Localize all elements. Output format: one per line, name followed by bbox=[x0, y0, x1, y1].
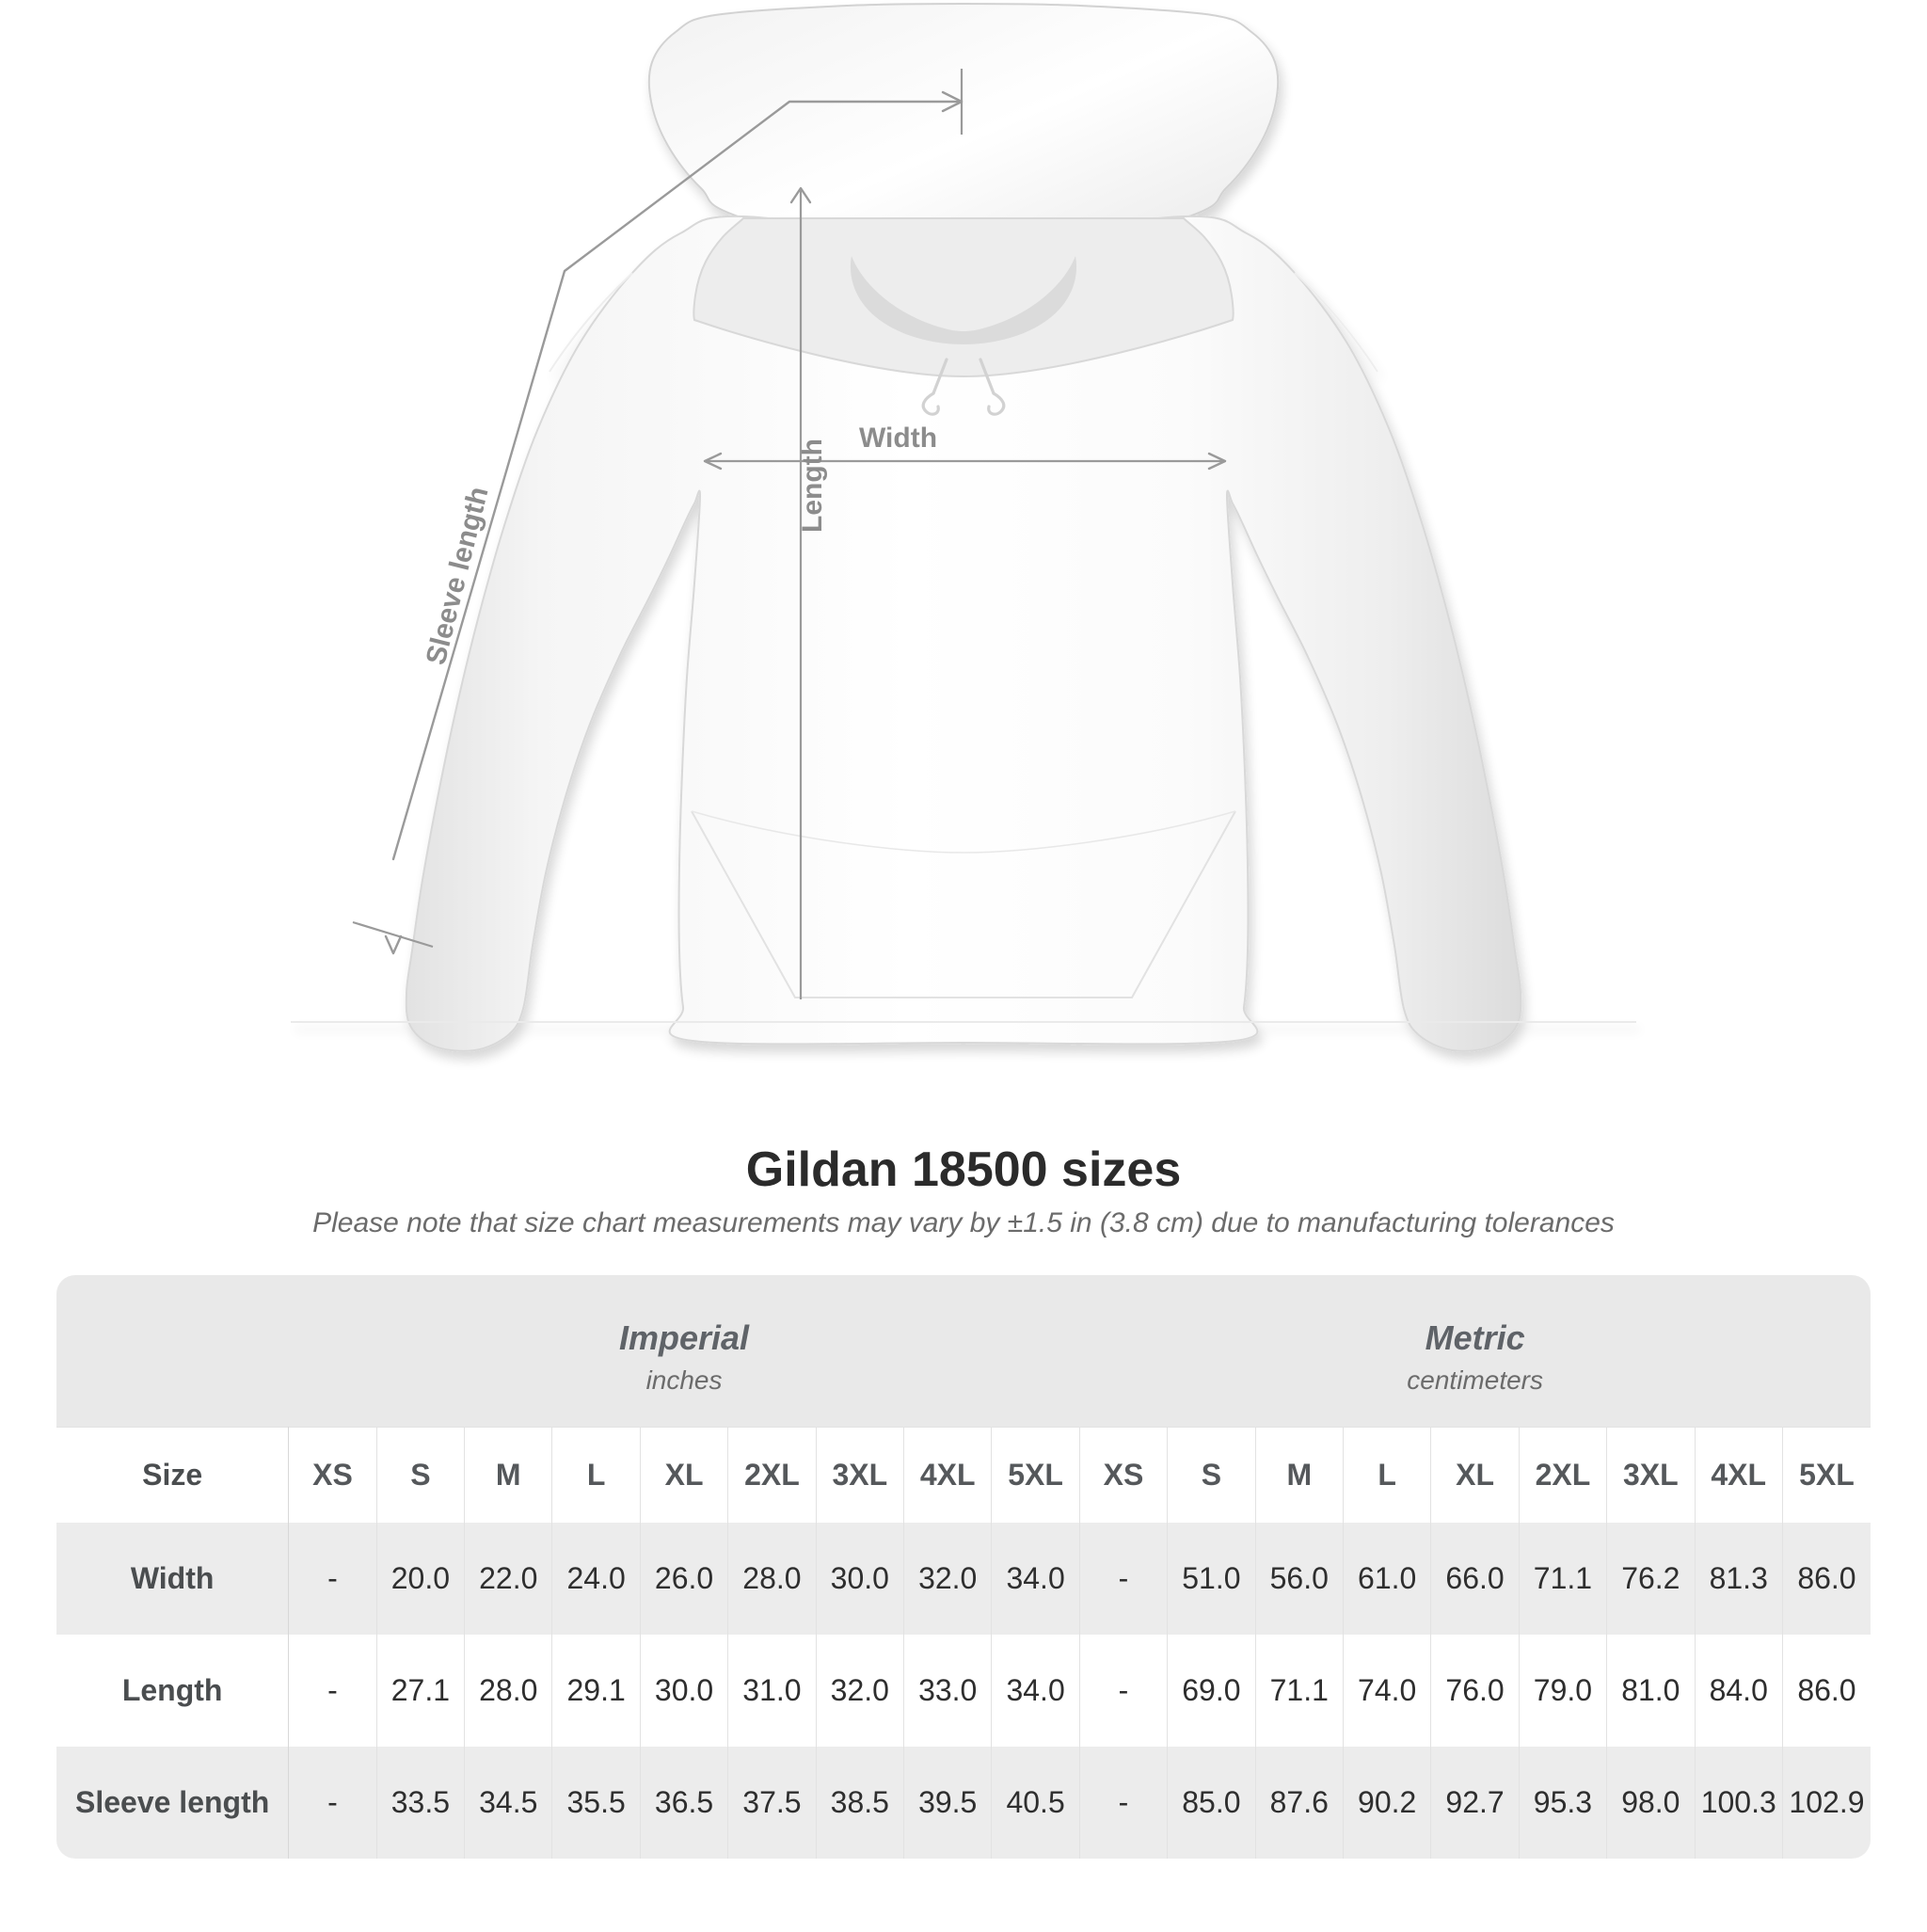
svg-text:Width: Width bbox=[859, 423, 937, 454]
svg-text:Length: Length bbox=[797, 439, 828, 533]
